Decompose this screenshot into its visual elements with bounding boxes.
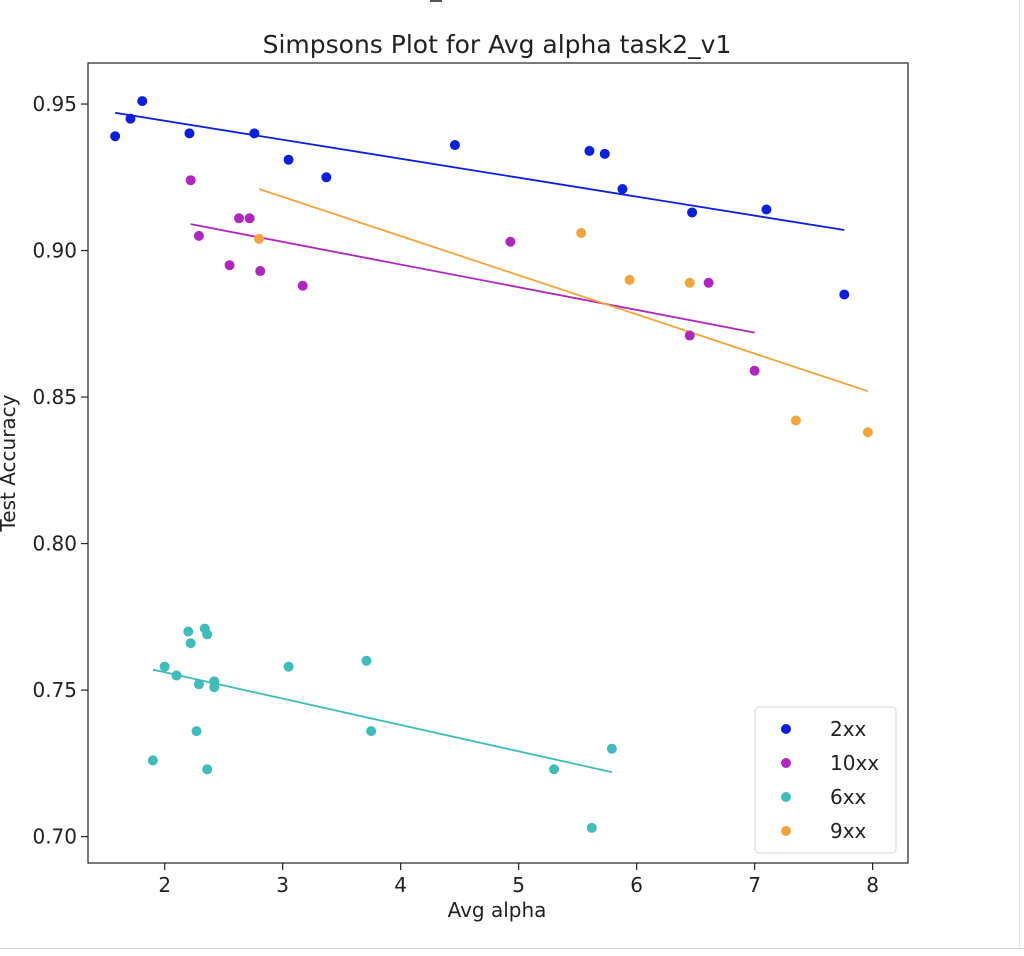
fit-line-9xx: [258, 188, 869, 393]
y-tick-label: 0.85: [32, 385, 77, 409]
plot-frame: [87, 62, 909, 864]
x-tick-label: 6: [630, 873, 643, 897]
data-point-2xx: [249, 128, 260, 139]
data-point-2xx: [283, 154, 294, 165]
fit-line-6xx: [152, 668, 613, 774]
data-point-6xx: [549, 764, 560, 775]
data-point-10xx: [505, 236, 516, 247]
data-point-10xx: [684, 330, 695, 341]
chart-title: Simpsons Plot for Avg alpha task2_v1: [263, 30, 732, 59]
legend-marker-6xx: [781, 792, 791, 802]
y-tick-label: 0.75: [32, 678, 77, 702]
x-axis-label: Avg alpha: [448, 898, 547, 922]
x-tick-label: 7: [748, 873, 761, 897]
y-tick-label: 0.90: [32, 239, 77, 263]
data-point-6xx: [193, 679, 204, 690]
data-point-10xx: [224, 260, 235, 271]
data-point-2xx: [137, 96, 148, 107]
data-point-2xx: [761, 204, 772, 215]
data-point-10xx: [244, 213, 255, 224]
data-point-6xx: [209, 682, 220, 693]
legend-marker-2xx: [781, 724, 791, 734]
data-point-2xx: [599, 148, 610, 159]
data-point-6xx: [361, 655, 372, 666]
y-tick-label: 0.70: [32, 825, 77, 849]
y-tick-label: 0.80: [32, 532, 77, 556]
x-tick-label: 3: [276, 873, 289, 897]
data-point-6xx: [606, 743, 617, 754]
data-point-9xx: [790, 415, 801, 426]
data-point-6xx: [283, 661, 294, 672]
data-point-2xx: [839, 289, 850, 300]
data-point-6xx: [147, 755, 158, 766]
legend-box: [754, 706, 897, 854]
legend: 2xx 10xx 6xx 9xx: [754, 706, 897, 854]
data-point-6xx: [191, 726, 202, 737]
data-point-2xx: [584, 145, 595, 156]
data-point-9xx: [576, 227, 587, 238]
data-point-2xx: [110, 131, 121, 142]
legend-marker-9xx: [781, 826, 791, 836]
top-edge-mark: [430, 0, 442, 2]
data-point-2xx: [184, 128, 195, 139]
fit-line-2xx: [114, 111, 845, 231]
legend-label: 9xx: [830, 819, 867, 843]
legend-label: 10xx: [830, 751, 879, 775]
data-point-2xx: [617, 184, 628, 195]
data-point-10xx: [297, 280, 308, 291]
data-point-6xx: [185, 638, 196, 649]
data-point-10xx: [193, 230, 204, 241]
data-point-10xx: [185, 175, 196, 186]
data-point-9xx: [624, 274, 635, 285]
data-point-6xx: [366, 726, 377, 737]
data-point-10xx: [234, 213, 245, 224]
data-point-9xx: [254, 233, 265, 244]
data-point-10xx: [749, 365, 760, 376]
data-point-10xx: [703, 277, 714, 288]
data-point-9xx: [862, 427, 873, 438]
data-point-6xx: [171, 670, 182, 681]
data-point-2xx: [125, 113, 136, 124]
data-point-9xx: [684, 277, 695, 288]
data-point-10xx: [255, 266, 266, 277]
legend-label: 2xx: [830, 717, 867, 741]
plot-area: 2 3 4 5 6 7 8 0.70 0.75 0.80 0.85 0.90 0.95: [32, 92, 879, 897]
data-point-2xx: [321, 172, 332, 183]
data-point-2xx: [449, 140, 460, 151]
legend-label: 6xx: [830, 785, 867, 809]
bottom-divider: [0, 948, 1024, 949]
data-point-6xx: [586, 822, 597, 833]
data-point-6xx: [159, 661, 170, 672]
y-tick-label: 0.95: [32, 92, 77, 116]
data-point-6xx: [202, 629, 213, 640]
data-point-2xx: [687, 207, 698, 218]
x-tick-label: 5: [512, 873, 525, 897]
data-point-6xx: [202, 764, 213, 775]
x-tick-label: 8: [866, 873, 879, 897]
x-tick-label: 4: [394, 873, 407, 897]
right-divider: [1019, 0, 1020, 948]
y-axis-label: Test Accuracy: [0, 394, 20, 532]
data-point-6xx: [183, 626, 194, 637]
legend-marker-10xx: [781, 758, 791, 768]
x-tick-label: 2: [158, 873, 171, 897]
fit-line-10xx: [190, 223, 755, 334]
